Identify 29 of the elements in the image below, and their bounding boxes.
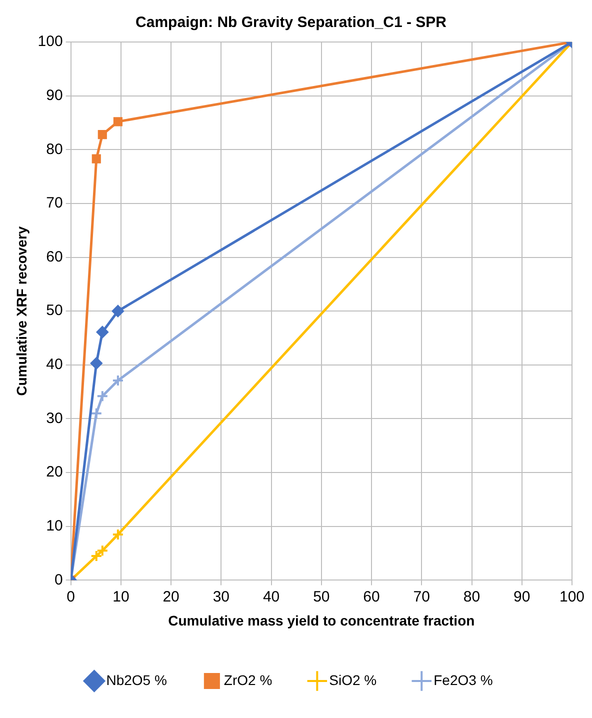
x-tick-label: 20: [162, 588, 180, 606]
x-tick-label: 70: [413, 588, 430, 606]
y-tick-label: 60: [46, 248, 63, 266]
y-tick-label: 0: [54, 571, 63, 588]
legend-label: Fe2O3 %: [434, 672, 493, 688]
y-tick-label: 50: [46, 302, 63, 320]
x-tick-label: 90: [514, 588, 530, 606]
y-tick-label: 10: [46, 518, 63, 535]
x-tick-label: 30: [212, 588, 230, 606]
y-tick-label: 20: [46, 464, 63, 481]
x-axis-title: Cumulative mass yield to concentrate fraction: [168, 612, 475, 628]
x-tick-label: 80: [463, 588, 480, 606]
x-tick-label: 60: [363, 588, 380, 606]
legend-label: Nb2O5 %: [106, 672, 167, 688]
legend-label: ZrO2 %: [224, 672, 272, 688]
y-tick-label: 80: [46, 140, 63, 158]
chart-title: Campaign: Nb Gravity Separation_C1 - SPR: [136, 14, 447, 32]
x-tick-label: 50: [313, 588, 330, 606]
y-tick-label: 70: [46, 194, 63, 212]
y-axis-title: Cumulative XRF recovery: [13, 226, 30, 396]
legend-label: SiO2 %: [329, 672, 377, 688]
x-tick-label: 100: [559, 588, 585, 606]
y-tick-label: 30: [46, 410, 63, 427]
x-tick-label: 10: [112, 588, 130, 606]
x-tick-label: 0: [66, 588, 75, 606]
y-tick-label: 100: [38, 33, 63, 50]
x-tick-label: 40: [262, 588, 280, 606]
y-tick-label: 90: [46, 86, 63, 104]
y-tick-label: 40: [46, 356, 63, 374]
